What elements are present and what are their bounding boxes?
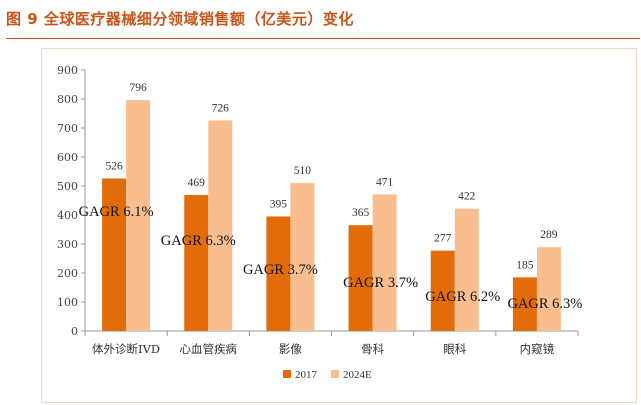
data-label-2017: 395	[270, 198, 288, 210]
data-label-2024e: 726	[212, 102, 230, 114]
bar-2024e	[454, 208, 479, 331]
cagr-annotation: GAGR 6.3%	[507, 296, 582, 312]
data-label-2024e: 471	[376, 176, 394, 188]
category-label: 体外诊断IVD	[92, 342, 160, 356]
legend-swatch-2017	[283, 370, 291, 378]
y-tick-label: 400	[57, 209, 78, 222]
y-tick-label: 200	[57, 267, 78, 280]
cagr-annotation: GAGR 6.2%	[425, 289, 500, 305]
title-bar: 图 9 全球医疗器械细分领域销售额（亿美元）变化	[0, 0, 641, 40]
bar-2017	[102, 178, 127, 331]
category-label: 骨科	[361, 342, 384, 356]
legend-label-2024e: 2024E	[343, 369, 372, 381]
data-label-2024e: 422	[458, 191, 476, 203]
bar-2017	[512, 277, 537, 331]
bar-2017	[266, 216, 291, 331]
data-label-2017: 185	[516, 259, 534, 271]
y-tick-label: 100	[57, 296, 78, 309]
bar-2024e	[208, 120, 233, 332]
y-tick-label: 0	[71, 325, 78, 338]
category-label: 心血管疾病	[180, 342, 238, 356]
legend-swatch-2024e	[331, 370, 339, 378]
cagr-annotation: GAGR 3.7%	[343, 275, 418, 291]
data-label-2024e: 289	[540, 229, 558, 241]
bar-2024e	[290, 183, 315, 331]
legend-label-2017: 2017	[295, 369, 318, 381]
cagr-annotation: GAGR 3.7%	[243, 262, 318, 278]
bar-2024e	[126, 100, 151, 331]
bar-2017	[348, 225, 373, 331]
y-tick-label: 800	[57, 93, 78, 106]
y-tick-label: 600	[57, 151, 78, 164]
data-label-2024e: 510	[294, 165, 312, 177]
y-tick-label: 700	[57, 122, 78, 135]
bar-2017	[184, 194, 209, 331]
category-label: 眼科	[443, 342, 466, 356]
cagr-annotation: GAGR 6.3%	[161, 233, 236, 249]
data-label-2017: 277	[434, 233, 452, 245]
data-label-2024e: 796	[129, 82, 147, 94]
category-label: 影像	[279, 342, 302, 356]
y-tick-label: 500	[57, 180, 78, 193]
bar-2024e	[372, 194, 397, 331]
data-label-2017: 365	[352, 207, 370, 219]
category-label: 内窥镜	[520, 342, 555, 356]
y-tick-label: 300	[57, 238, 78, 251]
bar-2017	[430, 250, 455, 331]
data-label-2017: 526	[105, 160, 123, 172]
y-tick-label: 900	[57, 64, 78, 77]
chart-title: 图 9 全球医疗器械细分领域销售额（亿美元）变化	[6, 10, 354, 28]
bar-2024e	[536, 247, 561, 331]
data-label-2017: 469	[188, 177, 206, 189]
cagr-annotation: GAGR 6.1%	[79, 204, 154, 220]
title-divider	[6, 38, 640, 39]
